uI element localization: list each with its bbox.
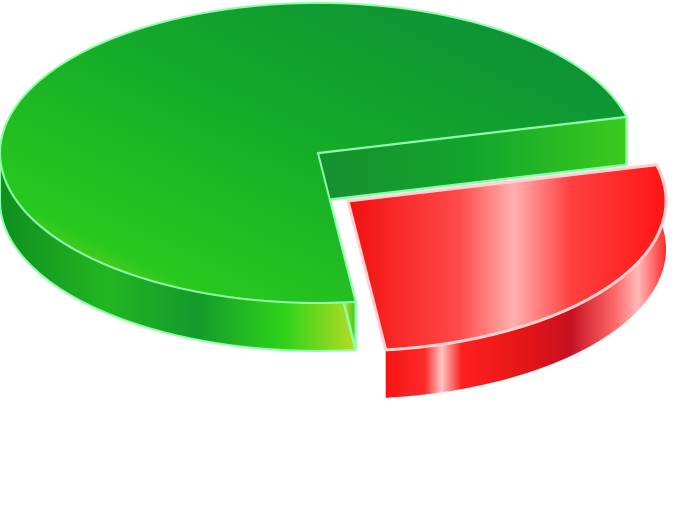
pie-slice-red-side [385, 164, 667, 398]
pie-slice-red [346, 163, 668, 398]
pie-slice-green [0, 1, 629, 352]
pie-slice-green-top [0, 1, 629, 304]
pie-slice-red-top [346, 163, 668, 352]
